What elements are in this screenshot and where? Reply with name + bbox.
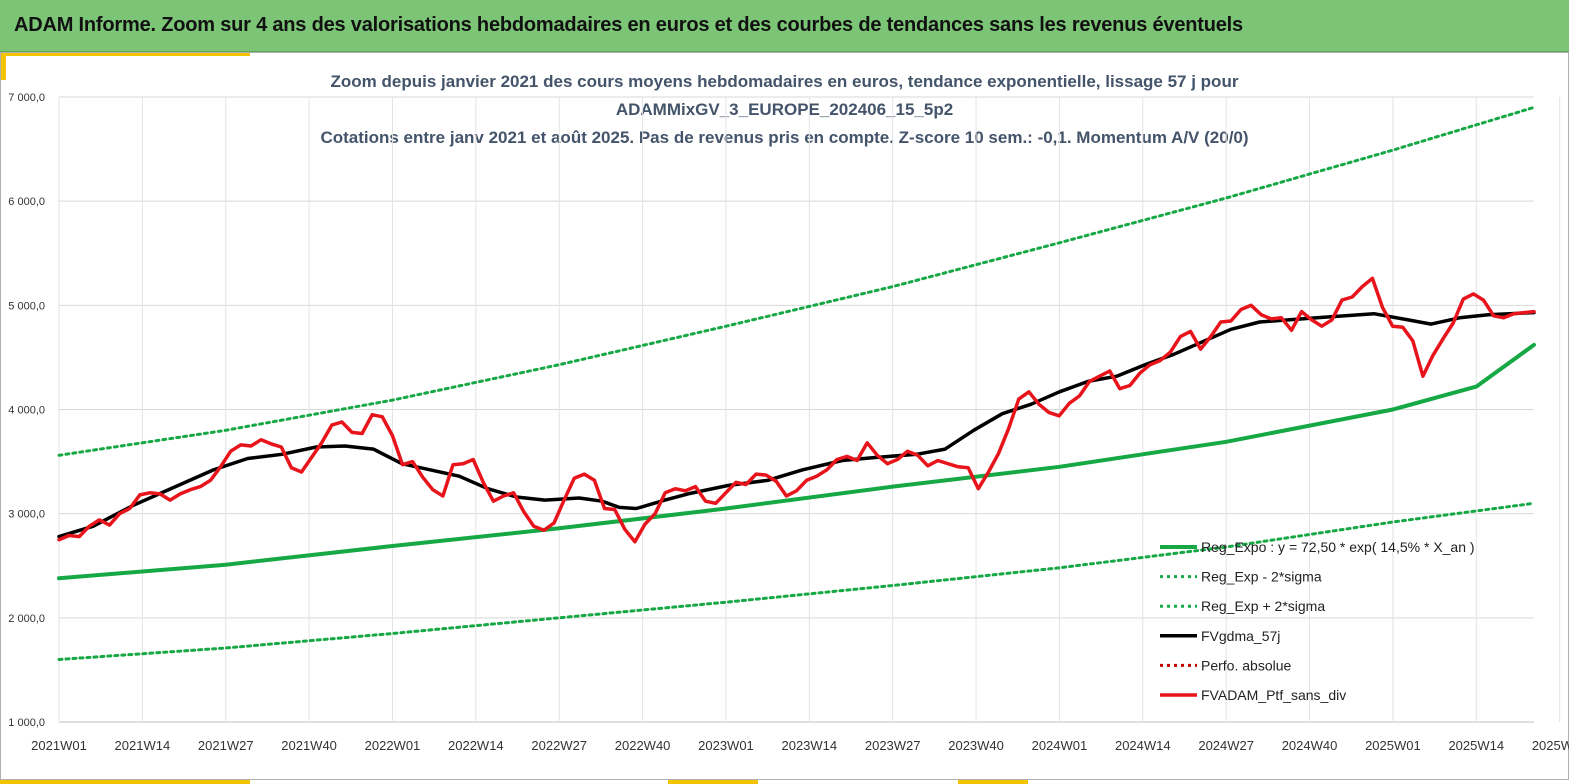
x-tick-label: 2021W01 <box>31 738 87 753</box>
series-line-4 <box>57 276 1536 544</box>
x-tick-label: 2025W01 <box>1365 738 1421 753</box>
y-tick-label: 2 000,0 <box>8 613 45 625</box>
y-tick-label: 3 000,0 <box>8 509 45 521</box>
x-tick-label: 2024W40 <box>1282 738 1338 753</box>
chart-title-line-3: Cotations entre janv 2021 et août 2025. … <box>320 128 1249 147</box>
legend-label: FVgdma_57j <box>1201 628 1280 644</box>
page-title: ADAM Informe. Zoom sur 4 ans des valoris… <box>14 14 1243 36</box>
x-tick-label: 2021W14 <box>115 738 171 753</box>
x-tick-label: 2023W14 <box>781 738 837 753</box>
x-tick-label: 2022W27 <box>531 738 587 753</box>
x-tick-label: 2025W14 <box>1448 738 1504 753</box>
x-tick-label: 2023W01 <box>698 738 754 753</box>
y-tick-label: 6 000,0 <box>8 196 45 208</box>
x-tick-label: 2022W01 <box>365 738 421 753</box>
legend-label: Reg_Exp + 2*sigma <box>1201 598 1325 614</box>
accent-bar-left <box>0 52 6 80</box>
x-tick-label: 2022W14 <box>448 738 504 753</box>
series-line-0 <box>57 342 1536 581</box>
legend-label: Perfo. absolue <box>1201 657 1291 673</box>
chart-title-line-2: ADAMMixGV_3_EUROPE_202406_15_5p2 <box>615 100 954 119</box>
accent-bar-top <box>0 52 250 56</box>
x-tick-label: 2023W27 <box>865 738 921 753</box>
x-tick-label: 2021W27 <box>198 738 254 753</box>
x-tick-label: 2025W27 <box>1532 738 1569 753</box>
series-lines <box>57 105 1536 661</box>
y-tick-label: 1 000,0 <box>8 717 45 729</box>
grid <box>58 96 1561 723</box>
x-tick-label: 2023W40 <box>948 738 1004 753</box>
x-axis-ticks: 2021W01 2021W14 2021W27 2021W40 2022W01 2022W… <box>31 738 1569 753</box>
accent-bar-bottom-left <box>0 779 250 784</box>
accent-bar-bottom-right <box>958 779 1028 784</box>
x-tick-label: 2024W27 <box>1198 738 1254 753</box>
accent-bar-bottom-mid <box>668 779 758 784</box>
x-tick-label: 2024W14 <box>1115 738 1171 753</box>
legend: Reg_Expo : y = 72,50 * exp( 14,5% * X_an… <box>1160 539 1475 703</box>
x-tick-label: 2022W40 <box>615 738 671 753</box>
y-axis-ticks: 1 000,0 2 000,0 3 000,0 4 000,0 5 000,0 6 000… <box>8 92 45 729</box>
legend-label: Reg_Expo : y = 72,50 * exp( 14,5% * X_an… <box>1201 539 1475 555</box>
legend-label: Reg_Exp - 2*sigma <box>1201 569 1322 585</box>
x-tick-label: 2024W01 <box>1032 738 1088 753</box>
header-banner: ADAM Informe. Zoom sur 4 ans des valoris… <box>0 0 1569 52</box>
chart-title-line-1: Zoom depuis janvier 2021 des cours moyen… <box>330 72 1239 91</box>
series-line-3 <box>57 310 1536 539</box>
y-tick-label: 4 000,0 <box>8 405 45 417</box>
y-tick-label: 5 000,0 <box>8 300 45 312</box>
x-tick-label: 2021W40 <box>281 738 337 753</box>
series-line-1 <box>57 501 1536 661</box>
legend-label: FVADAM_Ptf_sans_div <box>1201 687 1346 703</box>
series-line-2 <box>57 105 1536 457</box>
y-tick-label: 7 000,0 <box>8 92 45 104</box>
